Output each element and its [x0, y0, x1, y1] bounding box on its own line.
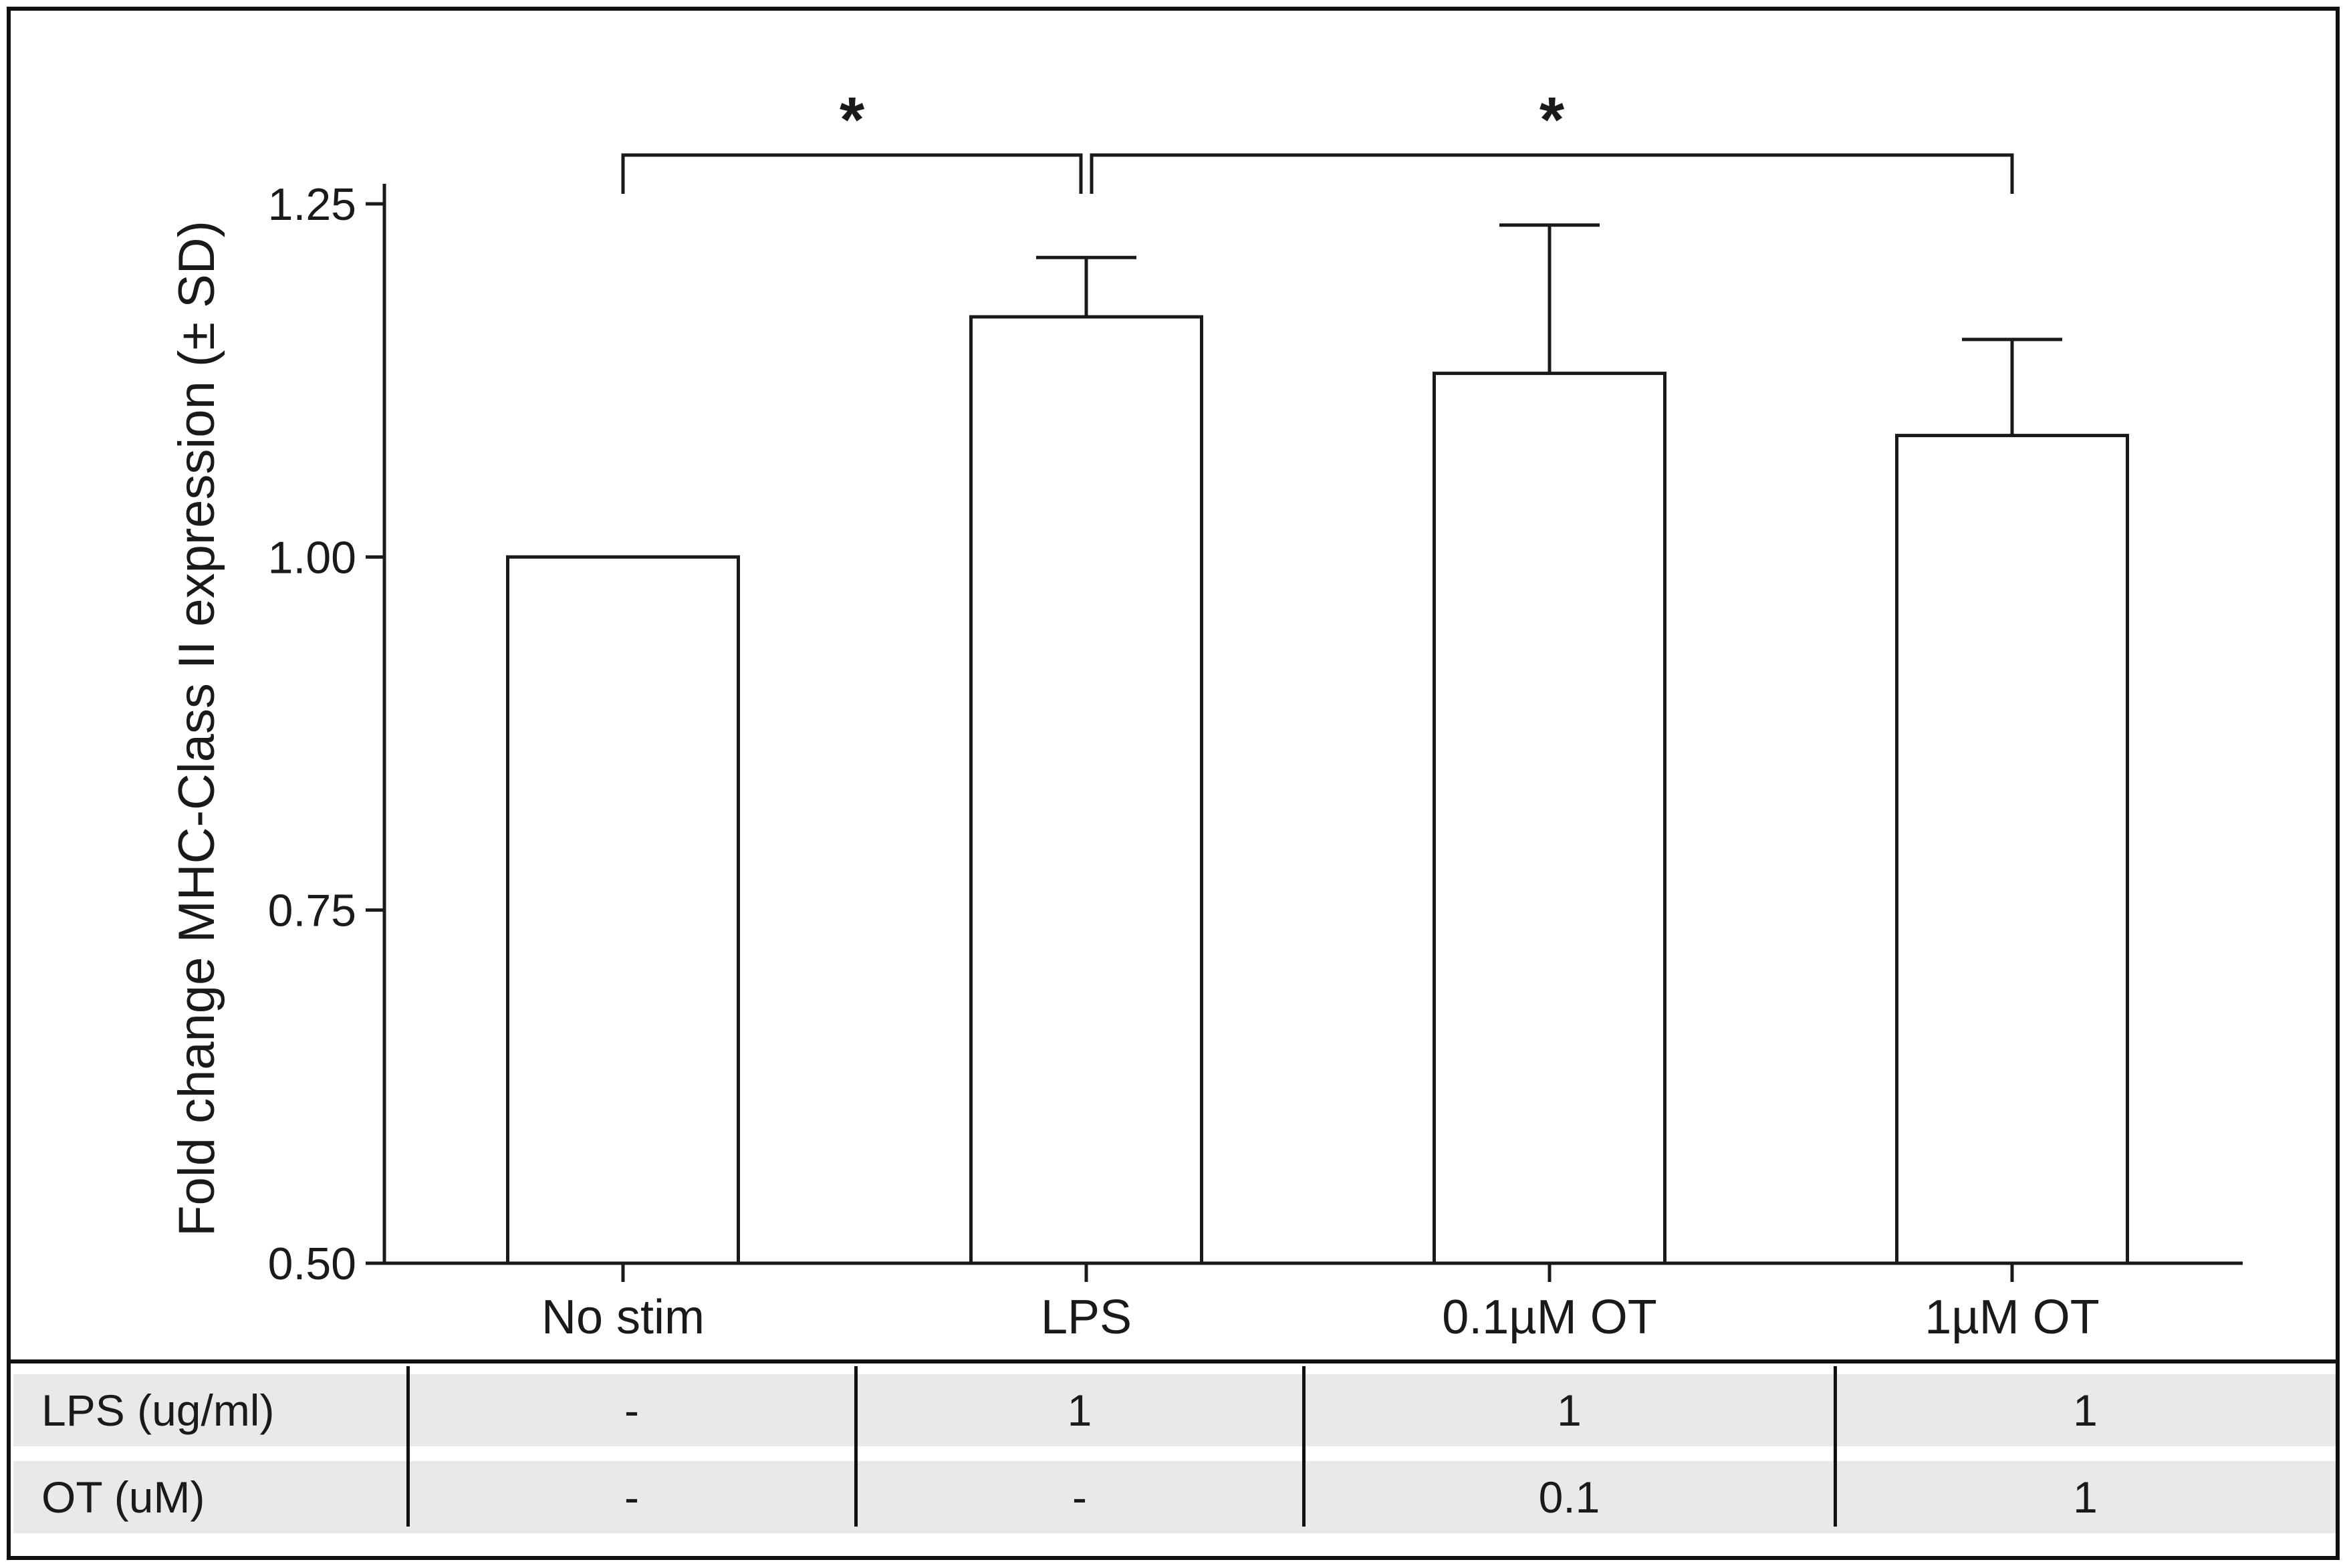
conditions-row-ot: OT (uM) - - 0.1 1 — [13, 1461, 2336, 1533]
row-label-lps: LPS (ug/ml) — [41, 1386, 275, 1435]
y-tick-label: 0.75 — [268, 886, 356, 936]
cell-lps-1-ot: 1 — [2073, 1386, 2098, 1435]
table-column-divider — [1834, 1366, 1837, 1527]
y-tick-label: 0.50 — [268, 1238, 356, 1289]
y-tick-label: 1.25 — [268, 179, 356, 230]
significance-bracket — [621, 153, 1083, 194]
cell-lps-no-stim: - — [624, 1386, 639, 1435]
cell-ot-1-ot: 1 — [2073, 1472, 2098, 1522]
cell-lps-0.1-ot: 1 — [1557, 1386, 1582, 1435]
x-tick-label: No stim — [541, 1291, 705, 1344]
chart-labels: 0.50 0.75 1.00 1.25 Fold change MHC-Class II… — [168, 179, 2100, 1344]
table-column-divider — [854, 1366, 858, 1527]
table-column-divider — [406, 1366, 410, 1527]
table-column-divider — [1302, 1366, 1306, 1527]
significance-bracket — [1090, 153, 2014, 194]
bar — [1433, 372, 1666, 1265]
plot-frame-divider — [7, 1359, 2340, 1363]
row-label-ot: OT (uM) — [41, 1472, 205, 1522]
cell-ot-0.1-ot: 0.1 — [1538, 1472, 1600, 1522]
x-tick-label: 0.1µM OT — [1442, 1291, 1657, 1344]
chart-bars — [506, 315, 2129, 1265]
bar — [1895, 434, 2129, 1265]
x-tick-label: 1µM OT — [1925, 1291, 2100, 1344]
y-axis-title: Fold change MHC-Class II expression (± S… — [168, 221, 225, 1236]
significance-star: * — [1539, 84, 1565, 156]
significance-star: * — [840, 84, 865, 156]
cell-lps-lps: 1 — [1067, 1386, 1092, 1435]
conditions-row-lps: LPS (ug/ml) - 1 1 1 — [13, 1374, 2336, 1446]
bar — [969, 315, 1203, 1265]
y-tick-label: 1.00 — [268, 532, 356, 583]
chart-significance-brackets: * * — [621, 84, 2014, 194]
x-tick-label: LPS — [1041, 1291, 1132, 1344]
chart-error-bars — [1036, 223, 2062, 436]
cell-ot-lps: - — [1072, 1472, 1087, 1522]
bar — [506, 555, 740, 1265]
cell-ot-no-stim: - — [624, 1472, 639, 1522]
conditions-table: LPS (ug/ml) - 1 1 1 OT (uM) - - 0.1 1 — [13, 1366, 2336, 1533]
